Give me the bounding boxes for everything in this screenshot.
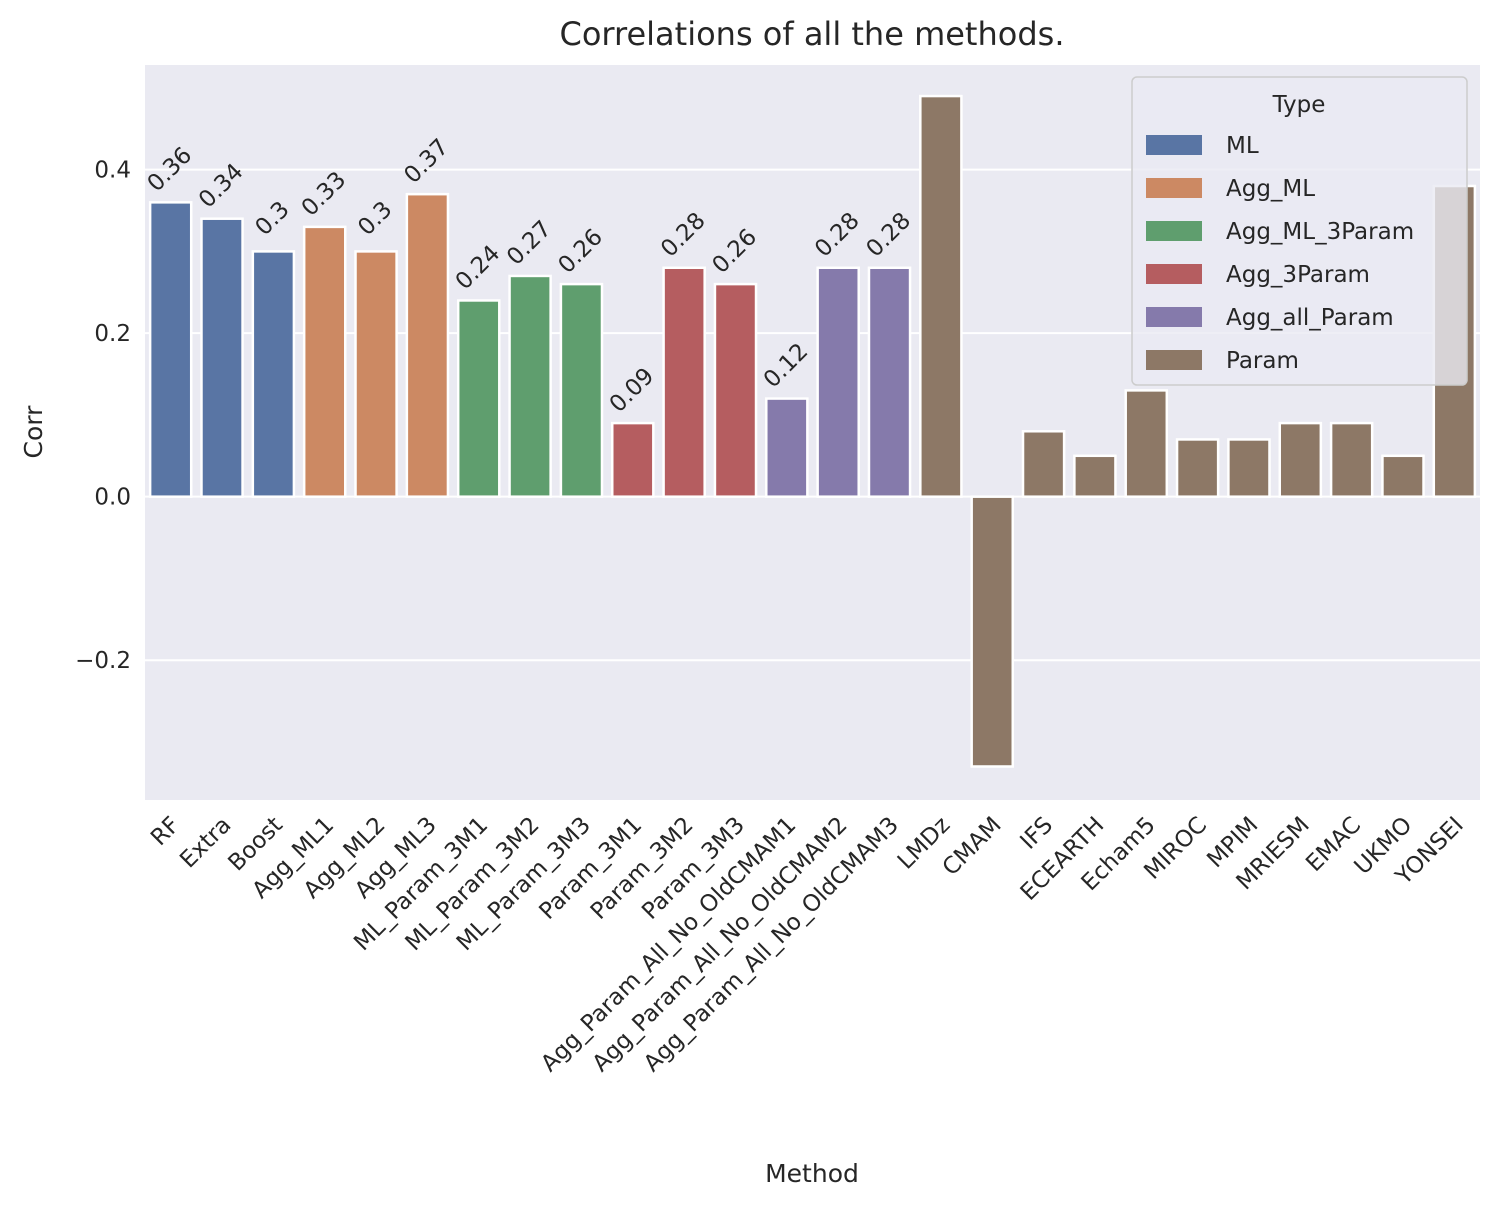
x-tick-label: Extra <box>175 812 236 873</box>
legend-title: Type <box>1272 92 1326 118</box>
chart-title: Correlations of all the methods. <box>560 15 1065 53</box>
y-tick-label: 0.4 <box>94 158 131 184</box>
legend-swatch <box>1146 178 1202 198</box>
x-tick-label: RF <box>146 812 185 851</box>
bar <box>200 217 244 498</box>
legend-swatch <box>1146 307 1202 327</box>
bar <box>713 282 758 498</box>
x-tick-label: IFS <box>1015 812 1058 855</box>
bar <box>302 225 347 498</box>
legend-swatch <box>1146 350 1202 370</box>
y-tick-label: 0.2 <box>94 321 131 347</box>
bar <box>867 266 912 498</box>
bar <box>1329 421 1374 498</box>
legend-swatch <box>1146 264 1202 284</box>
bar <box>1278 421 1323 498</box>
bar <box>919 94 963 498</box>
x-axis-label: Method <box>765 1159 859 1188</box>
x-tick-label: CMAM <box>938 812 1007 881</box>
bar <box>559 282 604 498</box>
bar <box>1227 438 1271 498</box>
bar <box>611 421 655 498</box>
bar <box>970 495 1015 768</box>
bar <box>1073 454 1117 498</box>
bar <box>456 299 501 498</box>
bar <box>1021 430 1066 498</box>
y-axis-label: Corr <box>19 405 48 459</box>
legend-label: Agg_ML <box>1226 176 1315 202</box>
legend-label: ML <box>1226 133 1259 159</box>
legend-swatch <box>1146 221 1202 241</box>
bar <box>816 266 860 498</box>
bar <box>1381 454 1425 498</box>
legend-label: Param <box>1226 348 1299 374</box>
legend-swatch <box>1146 135 1202 155</box>
bar <box>765 397 809 498</box>
legend-label: Agg_3Param <box>1226 262 1370 288</box>
legend-label: Agg_ML_3Param <box>1226 219 1414 245</box>
bar <box>508 274 552 498</box>
bar <box>251 250 296 498</box>
y-tick-label: −0.2 <box>75 648 131 674</box>
bar <box>662 266 706 498</box>
bar <box>1124 389 1169 498</box>
y-tick-label: 0.0 <box>94 485 131 511</box>
bar <box>405 192 450 498</box>
bar <box>148 201 193 498</box>
legend-label: Agg_all_Param <box>1226 305 1394 331</box>
bar <box>354 250 398 498</box>
bar <box>1175 438 1220 498</box>
legend-box <box>1131 76 1468 386</box>
legend: Type ML Agg_ML Agg_ML_3Param Agg_3Param Agg_a… <box>1131 76 1468 386</box>
